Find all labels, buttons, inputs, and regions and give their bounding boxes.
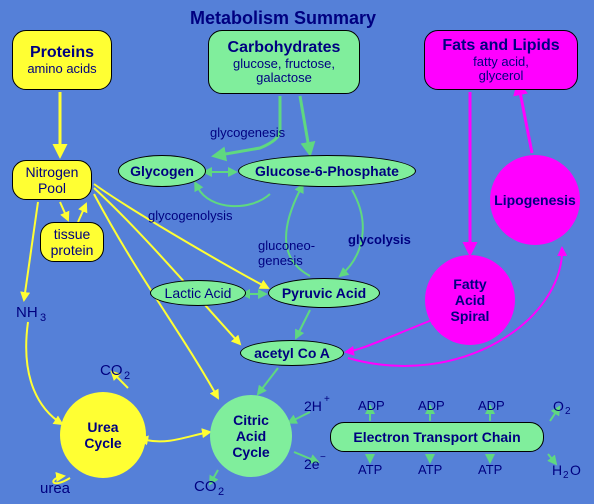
arrow <box>94 184 268 288</box>
node-subtitle: glucose, fructose, galactose <box>233 57 335 86</box>
label: O <box>570 462 581 478</box>
diagram-title: Metabolism Summary <box>190 8 376 29</box>
label: CO <box>194 478 217 495</box>
arrow <box>26 322 62 424</box>
node-urea: Urea Cycle <box>60 392 146 478</box>
arrow <box>300 96 310 154</box>
arrow <box>146 432 210 441</box>
node-etc: Electron Transport Chain <box>330 422 544 452</box>
arrow <box>296 310 310 338</box>
label: CO <box>100 362 123 379</box>
node-title: Fatty Acid Spiral <box>451 276 490 324</box>
node-title: Glucose-6-Phosphate <box>255 163 399 179</box>
arrow <box>24 202 38 300</box>
label: glycogenolysis <box>148 208 233 223</box>
arrow <box>60 202 68 220</box>
arrow <box>198 188 270 206</box>
label: glycolysis <box>348 232 411 247</box>
node-acetyl: acetyl Co A <box>240 340 344 366</box>
node-proteins: Proteinsamino acids <box>12 30 112 90</box>
label: 2 <box>218 486 224 498</box>
node-title: Citric Acid Cycle <box>232 412 269 460</box>
arrow <box>78 204 86 222</box>
label: glycogenesis <box>210 125 285 140</box>
label: ATP <box>418 462 442 477</box>
node-title: Proteins <box>30 44 94 62</box>
node-title: Lipogenesis <box>494 192 576 208</box>
node-title: Urea Cycle <box>84 419 121 451</box>
label: NH <box>16 304 38 321</box>
node-g6p: Glucose-6-Phosphate <box>238 155 416 187</box>
label: 3 <box>40 312 46 324</box>
label: ADP <box>358 398 385 413</box>
label: H <box>552 462 562 478</box>
node-tissue: tissue protein <box>40 222 104 262</box>
label: ADP <box>478 398 505 413</box>
node-title: Lactic Acid <box>165 285 232 301</box>
label: 2 <box>565 406 571 417</box>
node-title: Carbohydrates <box>228 39 341 57</box>
label: ATP <box>478 462 502 477</box>
label: gluconeo- genesis <box>258 238 315 268</box>
node-glycogen: Glycogen <box>118 155 206 187</box>
node-title: Fats and Lipids <box>442 37 559 55</box>
arrow <box>258 368 278 394</box>
node-title: Nitrogen Pool <box>26 164 79 196</box>
node-pyruvic: Pyruvic Acid <box>268 278 380 308</box>
arrow <box>520 92 532 153</box>
node-title: Glycogen <box>130 163 194 179</box>
node-title: tissue protein <box>51 226 94 258</box>
node-carbs: Carbohydratesglucose, fructose, galactos… <box>208 30 360 94</box>
node-title: acetyl Co A <box>254 345 330 361</box>
label: 2H <box>304 398 322 414</box>
node-title: Electron Transport Chain <box>353 429 520 445</box>
label: O <box>553 398 564 414</box>
label: urea <box>40 480 70 497</box>
label: 2e <box>304 456 320 472</box>
node-subtitle: fatty acid, glycerol <box>473 55 529 84</box>
node-title: Pyruvic Acid <box>282 285 366 301</box>
label: − <box>320 452 326 463</box>
label: ATP <box>358 462 382 477</box>
node-faspiral: Fatty Acid Spiral <box>425 255 515 345</box>
node-lactic: Lactic Acid <box>150 280 246 306</box>
node-citric: Citric Acid Cycle <box>210 395 292 477</box>
node-fats: Fats and Lipidsfatty acid, glycerol <box>424 30 578 90</box>
arrow <box>346 320 432 352</box>
node-lipo: Lipogenesis <box>490 155 580 245</box>
label: 2 <box>563 470 569 481</box>
label: 2 <box>124 370 130 382</box>
node-npool: Nitrogen Pool <box>12 160 92 200</box>
node-subtitle: amino acids <box>27 62 96 76</box>
label: ADP <box>418 398 445 413</box>
label: + <box>324 394 330 405</box>
